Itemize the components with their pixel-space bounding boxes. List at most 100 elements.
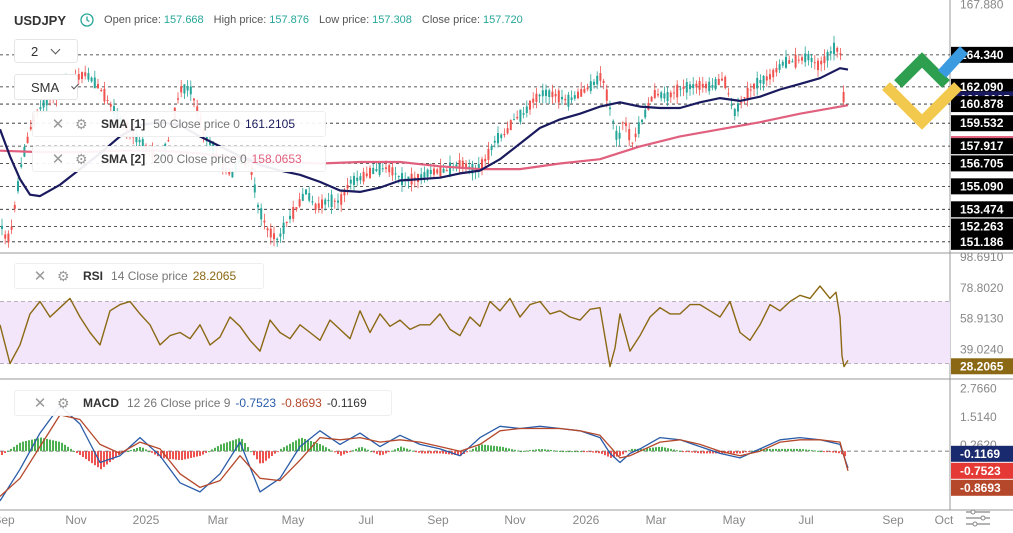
candle-body (289, 215, 291, 220)
macd-histogram-bar (460, 451, 462, 456)
candle-body (714, 79, 717, 90)
rsi-line (0, 285, 849, 368)
macd-histogram-bar (655, 447, 657, 452)
gear-icon[interactable]: ⚙ (75, 151, 88, 167)
candle-body (84, 72, 87, 77)
candle-body (481, 159, 483, 169)
macd-histogram-bar (286, 445, 288, 452)
macd-histogram-bar (682, 451, 684, 453)
close-icon[interactable]: ✕ (51, 151, 65, 168)
candle-body (791, 61, 794, 63)
close-icon[interactable]: ✕ (33, 268, 47, 285)
candle-body (705, 83, 707, 89)
time-tick-label: May (282, 513, 305, 527)
close-icon[interactable]: ✕ (33, 395, 47, 412)
macd-histogram-bar (172, 451, 174, 460)
macd-histogram-bar (55, 440, 57, 452)
macd-histogram-bar (52, 440, 54, 452)
time-tick-label: Mar (208, 513, 229, 527)
candle-body (785, 56, 787, 68)
macd-histogram-bar (316, 443, 318, 452)
candle-body (285, 221, 288, 223)
macd-histogram-bar (268, 451, 270, 459)
rsi-tag (951, 358, 1013, 375)
macd-histogram-bar (796, 448, 798, 452)
price-tag (951, 96, 1013, 113)
candle-body (612, 120, 615, 123)
candle-body (186, 86, 189, 91)
candle-body (749, 89, 752, 91)
settings-icon[interactable] (966, 509, 990, 527)
macd-histogram-bar (49, 439, 51, 452)
macd-histogram-bar (748, 451, 750, 453)
candle-body (282, 222, 285, 234)
candle-body (497, 133, 499, 144)
candle-body (641, 119, 643, 122)
candle-body (87, 73, 90, 80)
macd-histogram-bar (658, 446, 660, 452)
candle-body (775, 68, 778, 73)
candle-body (631, 142, 634, 144)
grid (0, 0, 1013, 511)
macd-histogram-bar (664, 447, 666, 452)
macd-histogram-bar (412, 450, 414, 452)
candle-body (746, 87, 749, 100)
interval-select[interactable]: 2 (14, 39, 78, 63)
time-tick-label: 2026 (573, 513, 600, 527)
candle-body (7, 233, 10, 243)
macd-histogram-bar (742, 451, 744, 453)
macd-histogram-bar (547, 449, 549, 452)
symbol-name[interactable]: USDJPY (14, 12, 67, 28)
candle-body (13, 204, 16, 209)
macd-histogram-bar (16, 444, 18, 452)
macd-histogram-bar (433, 451, 435, 454)
macd-histogram-bar (406, 448, 408, 452)
gear-icon[interactable]: ⚙ (57, 395, 70, 411)
macd-histogram-bar (292, 442, 294, 452)
candle-body (682, 86, 685, 90)
macd-histogram-bar (514, 449, 516, 452)
macd-histogram-bar (187, 451, 189, 459)
macd-histogram-bar (256, 451, 258, 460)
macd-histogram-bar (202, 451, 204, 455)
macd-histogram-bar (649, 447, 651, 452)
candle-body (209, 142, 211, 145)
candle-body (676, 84, 679, 98)
candle-body (522, 113, 525, 115)
macd-tick-label: -0.7523 (960, 464, 1001, 478)
gear-icon[interactable]: ⚙ (57, 268, 70, 284)
candle-body (487, 148, 490, 160)
candle-body (388, 165, 391, 173)
candle-body (100, 89, 103, 91)
candle-body (769, 74, 771, 80)
macd-histogram-bar (814, 450, 816, 452)
time-tick-label: Nov (65, 513, 86, 527)
macd-histogram-bar (457, 451, 459, 456)
indicator-select[interactable]: SMA (14, 74, 79, 100)
clock-icon[interactable] (80, 13, 94, 27)
candle-body (689, 84, 691, 89)
macd-histogram-bar (829, 451, 831, 453)
macd-histogram-bar (595, 451, 597, 453)
macd-histogram-bar (397, 447, 399, 452)
brand-logo (882, 46, 969, 130)
macd-histogram-bar (139, 446, 141, 452)
macd-histogram-bar (82, 451, 84, 458)
candle-body (417, 174, 419, 183)
macd-tag (951, 445, 1013, 462)
macd-histogram-bar (811, 450, 813, 452)
candle-body (765, 76, 768, 81)
candle-body (554, 93, 557, 97)
macd-histogram-bar (445, 451, 447, 454)
macd-histogram-bar (553, 450, 555, 452)
macd-histogram-bar (307, 439, 309, 452)
candle-body (266, 228, 269, 231)
macd-histogram-bar (826, 451, 828, 453)
close-icon[interactable]: ✕ (51, 116, 65, 133)
candle-body (801, 57, 803, 61)
macd-histogram-bar (697, 451, 699, 454)
candle-body (97, 83, 99, 89)
macd-line (0, 405, 849, 502)
gear-icon[interactable]: ⚙ (75, 116, 88, 132)
